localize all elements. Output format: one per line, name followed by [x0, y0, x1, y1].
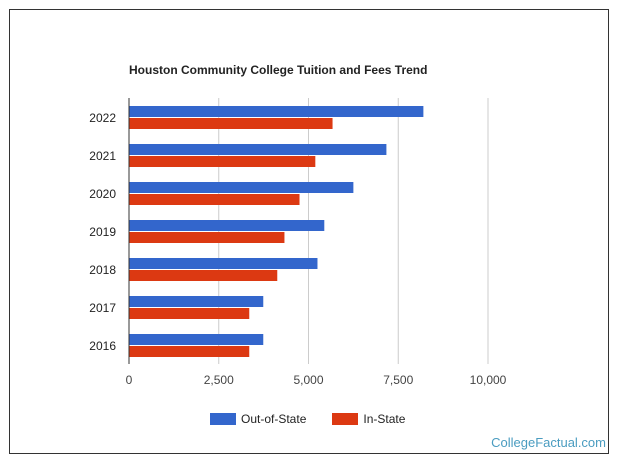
bar-out-of-state-2022	[129, 106, 424, 117]
bar-out-of-state-2017	[129, 296, 264, 307]
x-tick-label: 7,500	[383, 373, 413, 387]
chart-title: Houston Community College Tuition and Fe…	[129, 63, 428, 77]
x-tick-label: 10,000	[470, 373, 507, 387]
bar-in-state-2021	[129, 156, 316, 167]
legend-label: In-State	[363, 412, 406, 426]
bar-out-of-state-2019	[129, 220, 325, 231]
y-tick-label: 2018	[89, 263, 116, 277]
legend-item-out-of-state[interactable]: Out-of-State	[210, 412, 306, 426]
x-tick-label: 2,500	[204, 373, 234, 387]
y-tick-label: 2021	[89, 149, 116, 163]
y-tick-label: 2020	[89, 187, 116, 201]
y-tick-label: 2016	[89, 339, 116, 353]
bar-out-of-state-2016	[129, 334, 264, 345]
legend-swatch	[332, 413, 359, 425]
bar-out-of-state-2020	[129, 182, 354, 193]
bar-out-of-state-2018	[129, 258, 318, 269]
bar-in-state-2022	[129, 118, 333, 129]
legend-item-in-state[interactable]: In-State	[332, 412, 405, 426]
legend: Out-of-State In-State	[210, 412, 405, 426]
y-tick-label: 2022	[89, 111, 116, 125]
brand-watermark[interactable]: CollegeFactual.com	[491, 435, 606, 450]
y-tick-label: 2019	[89, 225, 116, 239]
x-tick-label: 0	[126, 373, 133, 387]
x-tick-label: 5,000	[293, 373, 323, 387]
bar-in-state-2016	[129, 346, 250, 357]
bar-in-state-2017	[129, 308, 250, 319]
legend-label: Out-of-State	[241, 412, 307, 426]
legend-swatch	[210, 413, 236, 425]
bar-in-state-2018	[129, 270, 278, 281]
y-tick-label: 2017	[89, 301, 116, 315]
bar-in-state-2019	[129, 232, 285, 243]
bar-in-state-2020	[129, 194, 300, 205]
bar-out-of-state-2021	[129, 144, 387, 155]
